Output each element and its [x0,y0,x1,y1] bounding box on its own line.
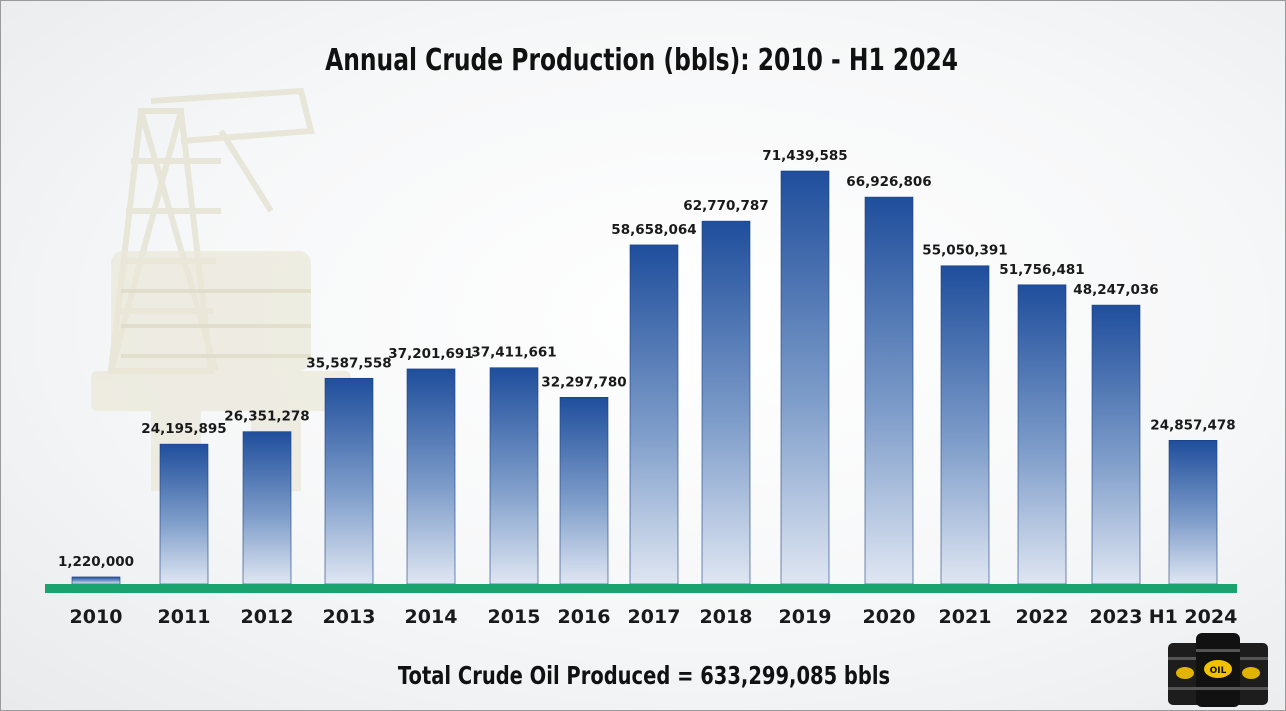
value-label: 51,756,481 [999,262,1084,278]
chart-title: Annual Crude Production (bbls): 2010 - H… [325,43,959,78]
category-label: 2023 [1090,606,1143,628]
bar-2012 [242,431,292,585]
category-label: 2018 [700,606,753,628]
bar-2020 [864,196,914,585]
value-label: 1,220,000 [58,554,134,570]
bar-2021 [940,265,990,585]
bar-2013 [324,377,374,585]
category-label: 2017 [628,606,681,628]
value-labels-group: 1,220,00024,195,89526,351,27835,587,5583… [58,148,1236,570]
value-label: 58,658,064 [611,222,696,238]
value-label: 55,050,391 [922,243,1007,259]
category-label: 2013 [323,606,376,628]
value-label: 62,770,787 [683,198,768,214]
value-label: 48,247,036 [1073,282,1158,298]
total-production-text: Total Crude Oil Produced = 633,299,085 b… [397,661,891,690]
category-label: 2014 [405,606,458,628]
value-label: 32,297,780 [541,374,626,390]
oil-barrels-icon: OIL [1168,633,1268,707]
bar-2014 [406,368,456,585]
category-labels-group: 2010 2011 2012 2013 2014 2015 2016 2017 2018 2019… [70,606,1238,628]
value-label: 26,351,278 [224,409,309,425]
value-label: 66,926,806 [846,174,931,190]
baseline-axis [45,584,1237,593]
barrel-label: OIL [1210,666,1227,676]
category-label: H1 2024 [1149,606,1238,628]
category-label: 2016 [558,606,611,628]
bar-2022 [1017,284,1067,585]
bar-2019 [780,170,830,585]
bar-2016 [559,396,609,585]
value-label: 37,201,691 [388,346,473,362]
category-label: 2021 [939,606,992,628]
bar-2017 [629,244,679,585]
category-label: 2012 [241,606,294,628]
bar-2010 [71,576,121,585]
value-label: 35,587,558 [306,355,391,371]
category-label: 2020 [863,606,916,628]
bar-2015 [489,367,539,585]
value-label: 24,857,478 [1150,417,1235,433]
bars-group [71,170,1218,585]
category-label: 2010 [70,606,123,628]
bar-2023 [1091,304,1141,585]
value-label: 71,439,585 [762,148,847,164]
bar-chart: 1,220,00024,195,89526,351,27835,587,5583… [45,148,1238,628]
category-label: 2019 [779,606,832,628]
category-label: 2011 [158,606,211,628]
bar-h1-2024 [1168,439,1218,585]
bar-2018 [701,220,751,585]
category-label: 2022 [1016,606,1069,628]
bar-2011 [159,443,209,585]
category-label: 2015 [488,606,541,628]
value-label: 24,195,895 [141,421,226,437]
value-label: 37,411,661 [471,345,556,361]
